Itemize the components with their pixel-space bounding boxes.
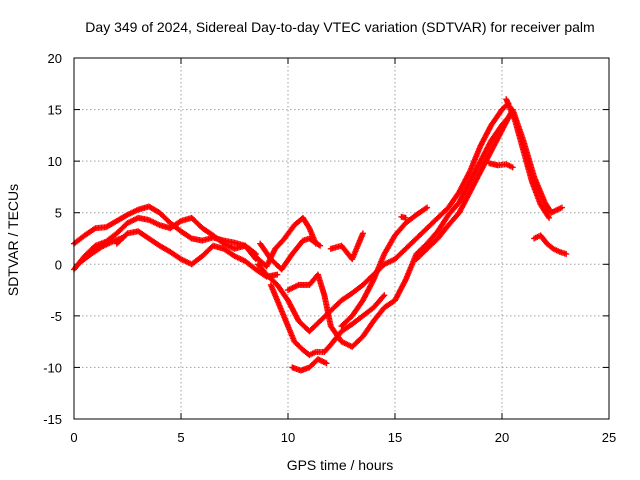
y-tick-label: 20 xyxy=(48,51,62,66)
y-tick-label: 0 xyxy=(55,257,62,272)
x-axis-ticks: 0 5 10 15 20 25 xyxy=(70,58,616,445)
data-point xyxy=(563,250,570,257)
chart-title: Day 349 of 2024, Sidereal Day-to-day VTE… xyxy=(85,19,594,35)
x-tick-label: 25 xyxy=(602,430,616,445)
x-tick-label: 15 xyxy=(388,430,402,445)
y-axis-ticks: -15 -10 -5 0 5 10 15 20 xyxy=(43,51,609,427)
series-sat-2 xyxy=(71,214,259,273)
series-sat-16 xyxy=(531,232,570,257)
series-sat-17 xyxy=(398,213,409,221)
data-point xyxy=(380,293,387,300)
data-series xyxy=(71,96,570,374)
series-sat-3 xyxy=(113,228,281,280)
data-point xyxy=(424,204,431,211)
data-point xyxy=(359,230,366,237)
data-point xyxy=(274,271,281,278)
grid xyxy=(74,58,609,419)
data-point xyxy=(317,242,324,249)
data-point xyxy=(120,234,127,241)
series-sat-14 xyxy=(503,96,553,221)
data-point xyxy=(323,360,330,367)
x-tick-label: 0 xyxy=(70,430,77,445)
plot-frame xyxy=(73,57,610,420)
data-point xyxy=(509,164,516,171)
x-axis-label: GPS time / hours xyxy=(287,457,394,473)
y-tick-label: 5 xyxy=(55,206,62,221)
data-point xyxy=(381,292,388,299)
y-tick-label: -10 xyxy=(43,360,62,375)
data-point xyxy=(558,204,565,211)
y-tick-label: 10 xyxy=(48,154,62,169)
data-point xyxy=(546,214,553,221)
data-point xyxy=(402,214,409,221)
y-tick-label: -15 xyxy=(43,412,62,427)
x-tick-label: 20 xyxy=(495,430,509,445)
x-tick-label: 5 xyxy=(177,430,184,445)
series-sat-12 xyxy=(338,204,431,330)
y-axis-label: SDTVAR / TECUs xyxy=(5,184,21,296)
y-tick-label: -5 xyxy=(50,309,62,324)
series-sat-5 xyxy=(246,214,319,270)
x-tick-label: 10 xyxy=(281,430,295,445)
series-sat-15 xyxy=(486,160,516,171)
series-sat-11 xyxy=(289,356,330,374)
series-sat-10 xyxy=(327,230,366,263)
series-sat-8 xyxy=(267,281,388,359)
series-sat-4 xyxy=(77,234,127,266)
y-tick-label: 15 xyxy=(48,103,62,118)
series-sat-6 xyxy=(257,235,324,273)
